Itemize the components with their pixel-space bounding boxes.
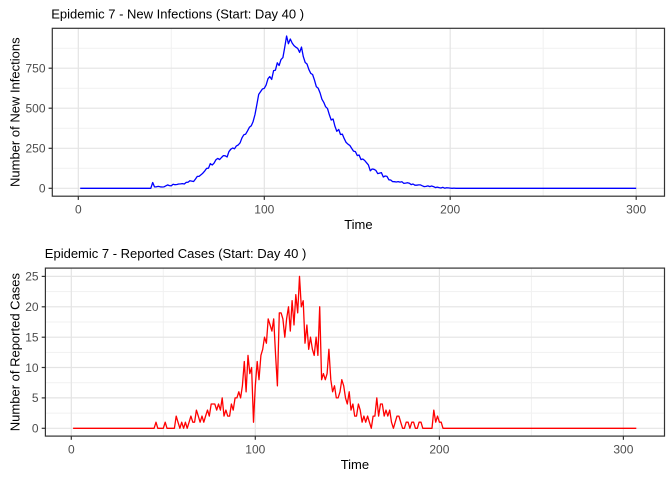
svg-text:300: 300 [626, 203, 646, 217]
svg-text:Epidemic 7 - New Infections (S: Epidemic 7 - New Infections (Start: Day … [51, 6, 304, 21]
svg-text:200: 200 [429, 442, 449, 456]
svg-text:5: 5 [32, 391, 39, 405]
svg-text:0: 0 [39, 182, 46, 196]
svg-text:Time: Time [344, 217, 372, 232]
svg-text:750: 750 [25, 62, 45, 76]
svg-text:Number of Reported Cases: Number of Reported Cases [7, 272, 22, 431]
svg-text:Number of New Infections: Number of New Infections [7, 37, 22, 187]
svg-text:Time: Time [341, 457, 369, 472]
svg-text:Epidemic 7 - Reported Cases (S: Epidemic 7 - Reported Cases (Start: Day … [45, 246, 307, 261]
svg-text:300: 300 [613, 442, 633, 456]
svg-text:15: 15 [25, 331, 39, 345]
svg-text:10: 10 [25, 361, 39, 375]
svg-text:0: 0 [32, 422, 39, 436]
svg-text:100: 100 [254, 203, 274, 217]
svg-text:250: 250 [25, 142, 45, 156]
svg-text:0: 0 [68, 442, 75, 456]
svg-text:25: 25 [25, 270, 39, 284]
svg-text:100: 100 [245, 442, 265, 456]
svg-text:0: 0 [75, 203, 82, 217]
svg-text:20: 20 [25, 300, 39, 314]
svg-text:500: 500 [25, 102, 45, 116]
svg-text:200: 200 [440, 203, 460, 217]
